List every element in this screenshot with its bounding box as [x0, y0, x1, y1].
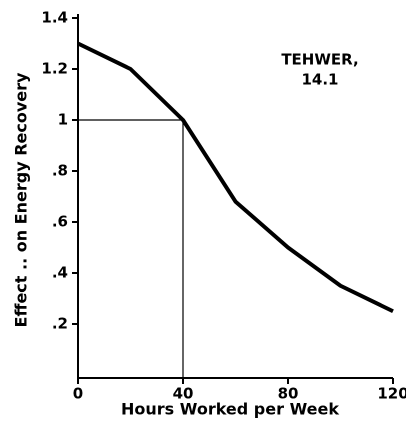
x-axis-label: Hours Worked per Week — [121, 400, 339, 419]
x-tick-label: 80 — [278, 385, 299, 403]
annotation: TEHWER, — [281, 51, 358, 69]
annotation: 14.1 — [301, 71, 338, 89]
x-tick-label: 120 — [377, 385, 406, 403]
y-tick-label: .4 — [52, 264, 68, 282]
y-tick-label: .8 — [52, 162, 68, 180]
y-tick-label: .2 — [52, 315, 68, 333]
line — [77, 41, 394, 314]
x-tick-label: 0 — [73, 385, 83, 403]
y-tick-label: 1.2 — [41, 60, 68, 78]
y-tick-label: 1.4 — [41, 9, 68, 27]
y-tick-label: 1 — [58, 111, 68, 129]
x-tick-label: 40 — [173, 385, 194, 403]
y-tick-label: .6 — [52, 213, 68, 231]
y-axis-label: Effect .. on Energy Recovery — [12, 72, 31, 327]
reference-line — [78, 119, 184, 378]
